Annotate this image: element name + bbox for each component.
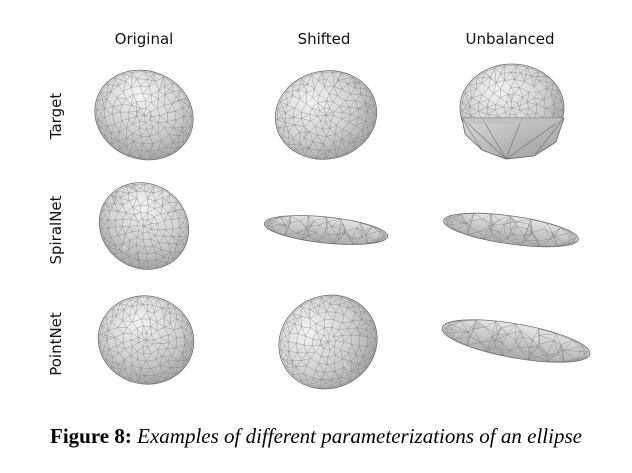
- figure-caption: Figure 8: Examples of different paramete…: [0, 424, 632, 449]
- mesh-target-shifted: [274, 70, 378, 160]
- column-header-original: Original: [114, 30, 174, 48]
- mesh-pointnet-shifted: [278, 294, 378, 390]
- caption-label: Figure 8:: [50, 424, 132, 448]
- caption-text: Examples of different parameterizations …: [137, 424, 582, 448]
- mesh-pointnet-unbalanced: [441, 319, 591, 363]
- mesh-spiralnet-original: [98, 182, 190, 270]
- mesh-target-original: [94, 69, 194, 161]
- mesh-pointnet-original: [97, 295, 195, 385]
- mesh-target-unbalanced: [459, 63, 565, 160]
- column-header-unbalanced: Unbalanced: [465, 30, 555, 48]
- mesh-spiralnet-unbalanced: [443, 212, 579, 248]
- mesh-spiralnet-shifted: [263, 215, 389, 245]
- column-header-shifted: Shifted: [297, 30, 351, 48]
- mesh-figure: [94, 63, 591, 390]
